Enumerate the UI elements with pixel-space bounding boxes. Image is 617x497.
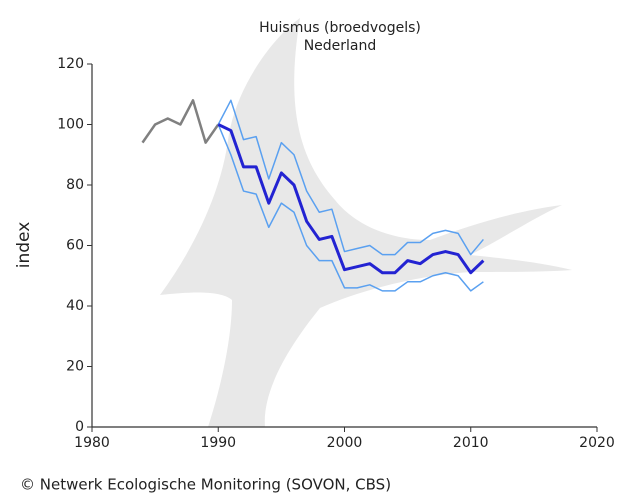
y-tick-label: 60 xyxy=(66,238,84,254)
x-tick-label: 2020 xyxy=(579,435,615,451)
y-tick-label: 0 xyxy=(75,419,84,435)
y-tick-label: 100 xyxy=(57,117,84,133)
bird-silhouette xyxy=(160,18,572,427)
footer: © Netwerk Ecologische Monitoring (SOVON,… xyxy=(20,476,391,494)
y-axis-label: index xyxy=(14,222,34,269)
y-tick-label: 20 xyxy=(66,359,84,375)
x-tick-label: 2010 xyxy=(453,435,489,451)
chart-title: Huismus (broedvogels) xyxy=(259,20,421,36)
x-tick-label: 1990 xyxy=(200,435,236,451)
chart-subtitle: Nederland xyxy=(304,38,377,54)
x-tick-label: 2000 xyxy=(327,435,363,451)
series-line xyxy=(143,100,219,142)
y-tick-label: 120 xyxy=(57,56,84,72)
y-tick-label: 80 xyxy=(66,177,84,193)
chart: Huismus (broedvogels) Nederland index © … xyxy=(0,0,617,497)
y-tick-label: 40 xyxy=(66,298,84,314)
x-tick-label: 1980 xyxy=(74,435,110,451)
